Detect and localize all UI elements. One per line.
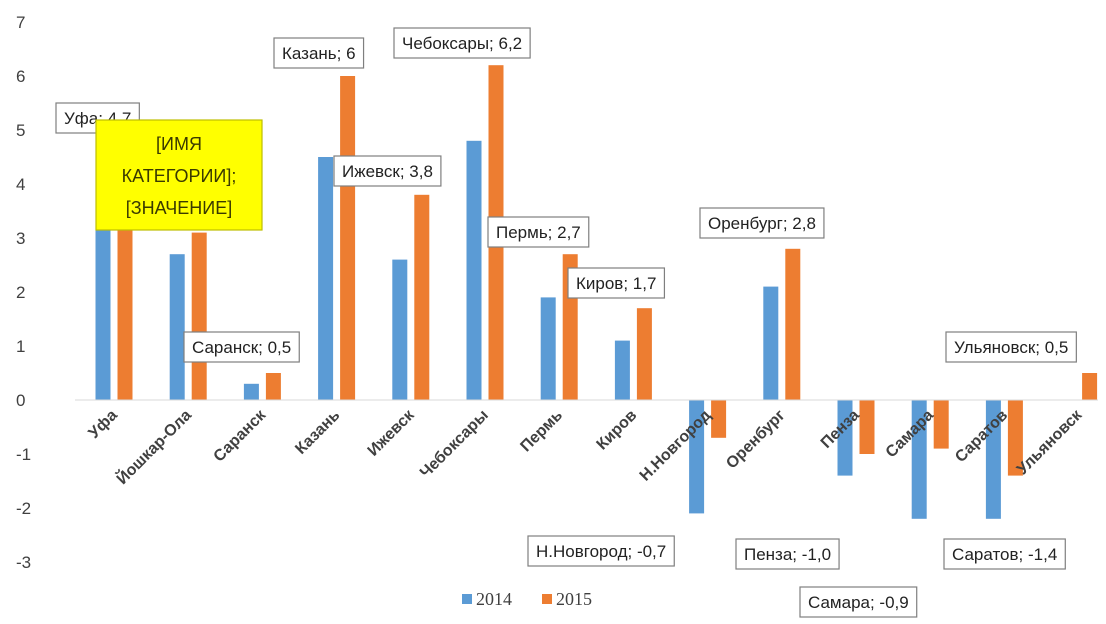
- y-tick-label: 7: [16, 13, 25, 32]
- data-label-text: Ижевск; 3,8: [342, 162, 433, 181]
- legend-item-2014: 2014: [462, 589, 512, 609]
- y-tick-label: 6: [16, 67, 25, 86]
- data-label-text: Пермь; 2,7: [496, 223, 581, 242]
- data-label-box: [943, 538, 1066, 570]
- bar-2015-оренбург: [785, 248, 801, 400]
- data-label-оренбург: Оренбург; 2,8: [699, 207, 825, 239]
- bar-2014-пермь: [540, 297, 556, 400]
- data-label-самара: Самара; -0,9: [799, 586, 918, 618]
- data-label-box: [273, 37, 365, 69]
- y-tick-label: -3: [16, 553, 31, 572]
- bar-2014-казань: [318, 157, 334, 400]
- legend-swatch: [542, 594, 552, 604]
- data-label-text: Киров; 1,7: [576, 274, 656, 293]
- category-label-ижевск: Ижевск: [365, 406, 419, 460]
- bar-2015-пенза: [859, 400, 875, 454]
- data-label-box: [735, 538, 840, 570]
- category-label-чебоксары: Чебоксары: [417, 407, 492, 482]
- bar-2015-киров: [636, 308, 652, 400]
- data-label-text: Казань; 6: [282, 44, 356, 63]
- bar-2014-саратов: [985, 400, 1001, 519]
- data-label-н-новгород: Н.Новгород; -0,7: [527, 535, 675, 567]
- data-label-box: [393, 27, 531, 59]
- data-label-template-text: [ИМЯ КАТЕГОРИИ]; [ЗНАЧЕНИЕ]: [122, 134, 237, 218]
- data-label-text: Саратов; -1,4: [952, 545, 1057, 564]
- bar-2015-саратов: [1007, 400, 1023, 476]
- category-label-пермь: Пермь: [517, 407, 566, 456]
- category-label-саратов: Саратов: [952, 407, 1011, 466]
- data-label-box: [487, 216, 590, 248]
- data-label-text: Оренбург; 2,8: [708, 214, 816, 233]
- data-label-text: Самара; -0,9: [808, 593, 909, 612]
- category-label-ульяновск: Ульяновск: [1014, 406, 1086, 478]
- category-label-казань: Казань: [292, 407, 343, 458]
- y-axis-ticks: -3 -2 -1 0 1 2 3 4 5 6 7: [16, 13, 31, 572]
- data-label-text: Саранск; 0,5: [192, 338, 291, 357]
- data-label-highlight-box: [95, 119, 263, 231]
- legend-label: 2014: [476, 589, 512, 609]
- data-label-box: [567, 267, 666, 299]
- data-label-чебоксары: Чебоксары; 6,2: [393, 27, 531, 59]
- bar-2015-ульяновск: [1082, 373, 1098, 400]
- y-tick-label: 5: [16, 121, 25, 140]
- category-label-киров: Киров: [594, 407, 641, 454]
- y-tick-label: -2: [16, 499, 31, 518]
- data-label-ульяновск: Ульяновск; 0,5: [945, 331, 1077, 363]
- legend: 2014 2015: [462, 589, 592, 609]
- category-label-оренбург: Оренбург: [723, 407, 789, 473]
- legend-label: 2015: [556, 589, 592, 609]
- bar-2014-йошкар-ола: [169, 254, 185, 400]
- y-tick-label: 1: [16, 337, 25, 356]
- bar-2014-оренбург: [763, 286, 779, 400]
- data-label-box: [527, 535, 675, 567]
- data-label-саратов: Саратов; -1,4: [943, 538, 1066, 570]
- category-label-йошкар-ола: Йошкар-Ола: [112, 405, 195, 488]
- bar-2014-самара: [911, 400, 927, 519]
- bar-2014-киров: [614, 340, 630, 400]
- y-tick-label: 0: [16, 391, 25, 410]
- bar-2015-йошкар-ола: [191, 232, 207, 400]
- bar-2014-ижевск: [392, 259, 408, 400]
- data-label-йошкар-ола-highlighted: [ИМЯ КАТЕГОРИИ]; [ЗНАЧЕНИЕ]: [95, 119, 263, 231]
- data-label-пенза: Пенза; -1,0: [735, 538, 840, 570]
- bar-2015-казань: [340, 76, 356, 400]
- bar-2014-саранск: [243, 383, 259, 400]
- category-label-саранск: Саранск: [211, 406, 270, 465]
- bar-2014-пенза: [837, 400, 853, 476]
- data-label-казань: Казань; 6: [273, 37, 365, 69]
- data-label-саранск: Саранск; 0,5: [183, 331, 300, 363]
- data-label-box: [699, 207, 825, 239]
- data-label-киров: Киров; 1,7: [567, 267, 666, 299]
- data-label-пермь: Пермь; 2,7: [487, 216, 590, 248]
- bar-2015-ижевск: [414, 194, 430, 400]
- bar-2015-саранск: [265, 373, 281, 400]
- data-label-box: [945, 331, 1077, 363]
- data-label-text: Ульяновск; 0,5: [954, 338, 1068, 357]
- y-tick-label: 4: [16, 175, 25, 194]
- data-label-text: Пенза; -1,0: [744, 545, 831, 564]
- y-tick-label: -1: [16, 445, 31, 464]
- legend-swatch: [462, 594, 472, 604]
- y-tick-label: 3: [16, 229, 25, 248]
- data-label-box: [183, 331, 300, 363]
- data-label-text: Н.Новгород; -0,7: [536, 542, 666, 561]
- data-label-box: [799, 586, 918, 618]
- bar-2015-н-новгород: [711, 400, 727, 438]
- bar-2014-чебоксары: [466, 140, 482, 401]
- category-label-самара: Самара: [883, 407, 937, 461]
- y-tick-label: 2: [16, 283, 25, 302]
- data-label-box: [333, 155, 442, 187]
- data-label-text: Чебоксары; 6,2: [402, 34, 522, 53]
- data-label-ижевск: Ижевск; 3,8: [333, 155, 442, 187]
- bar-2014-н-новгород: [689, 400, 705, 514]
- category-label-уфа: Уфа: [86, 407, 121, 442]
- bar-2015-самара: [933, 400, 949, 449]
- legend-item-2015: 2015: [542, 589, 592, 609]
